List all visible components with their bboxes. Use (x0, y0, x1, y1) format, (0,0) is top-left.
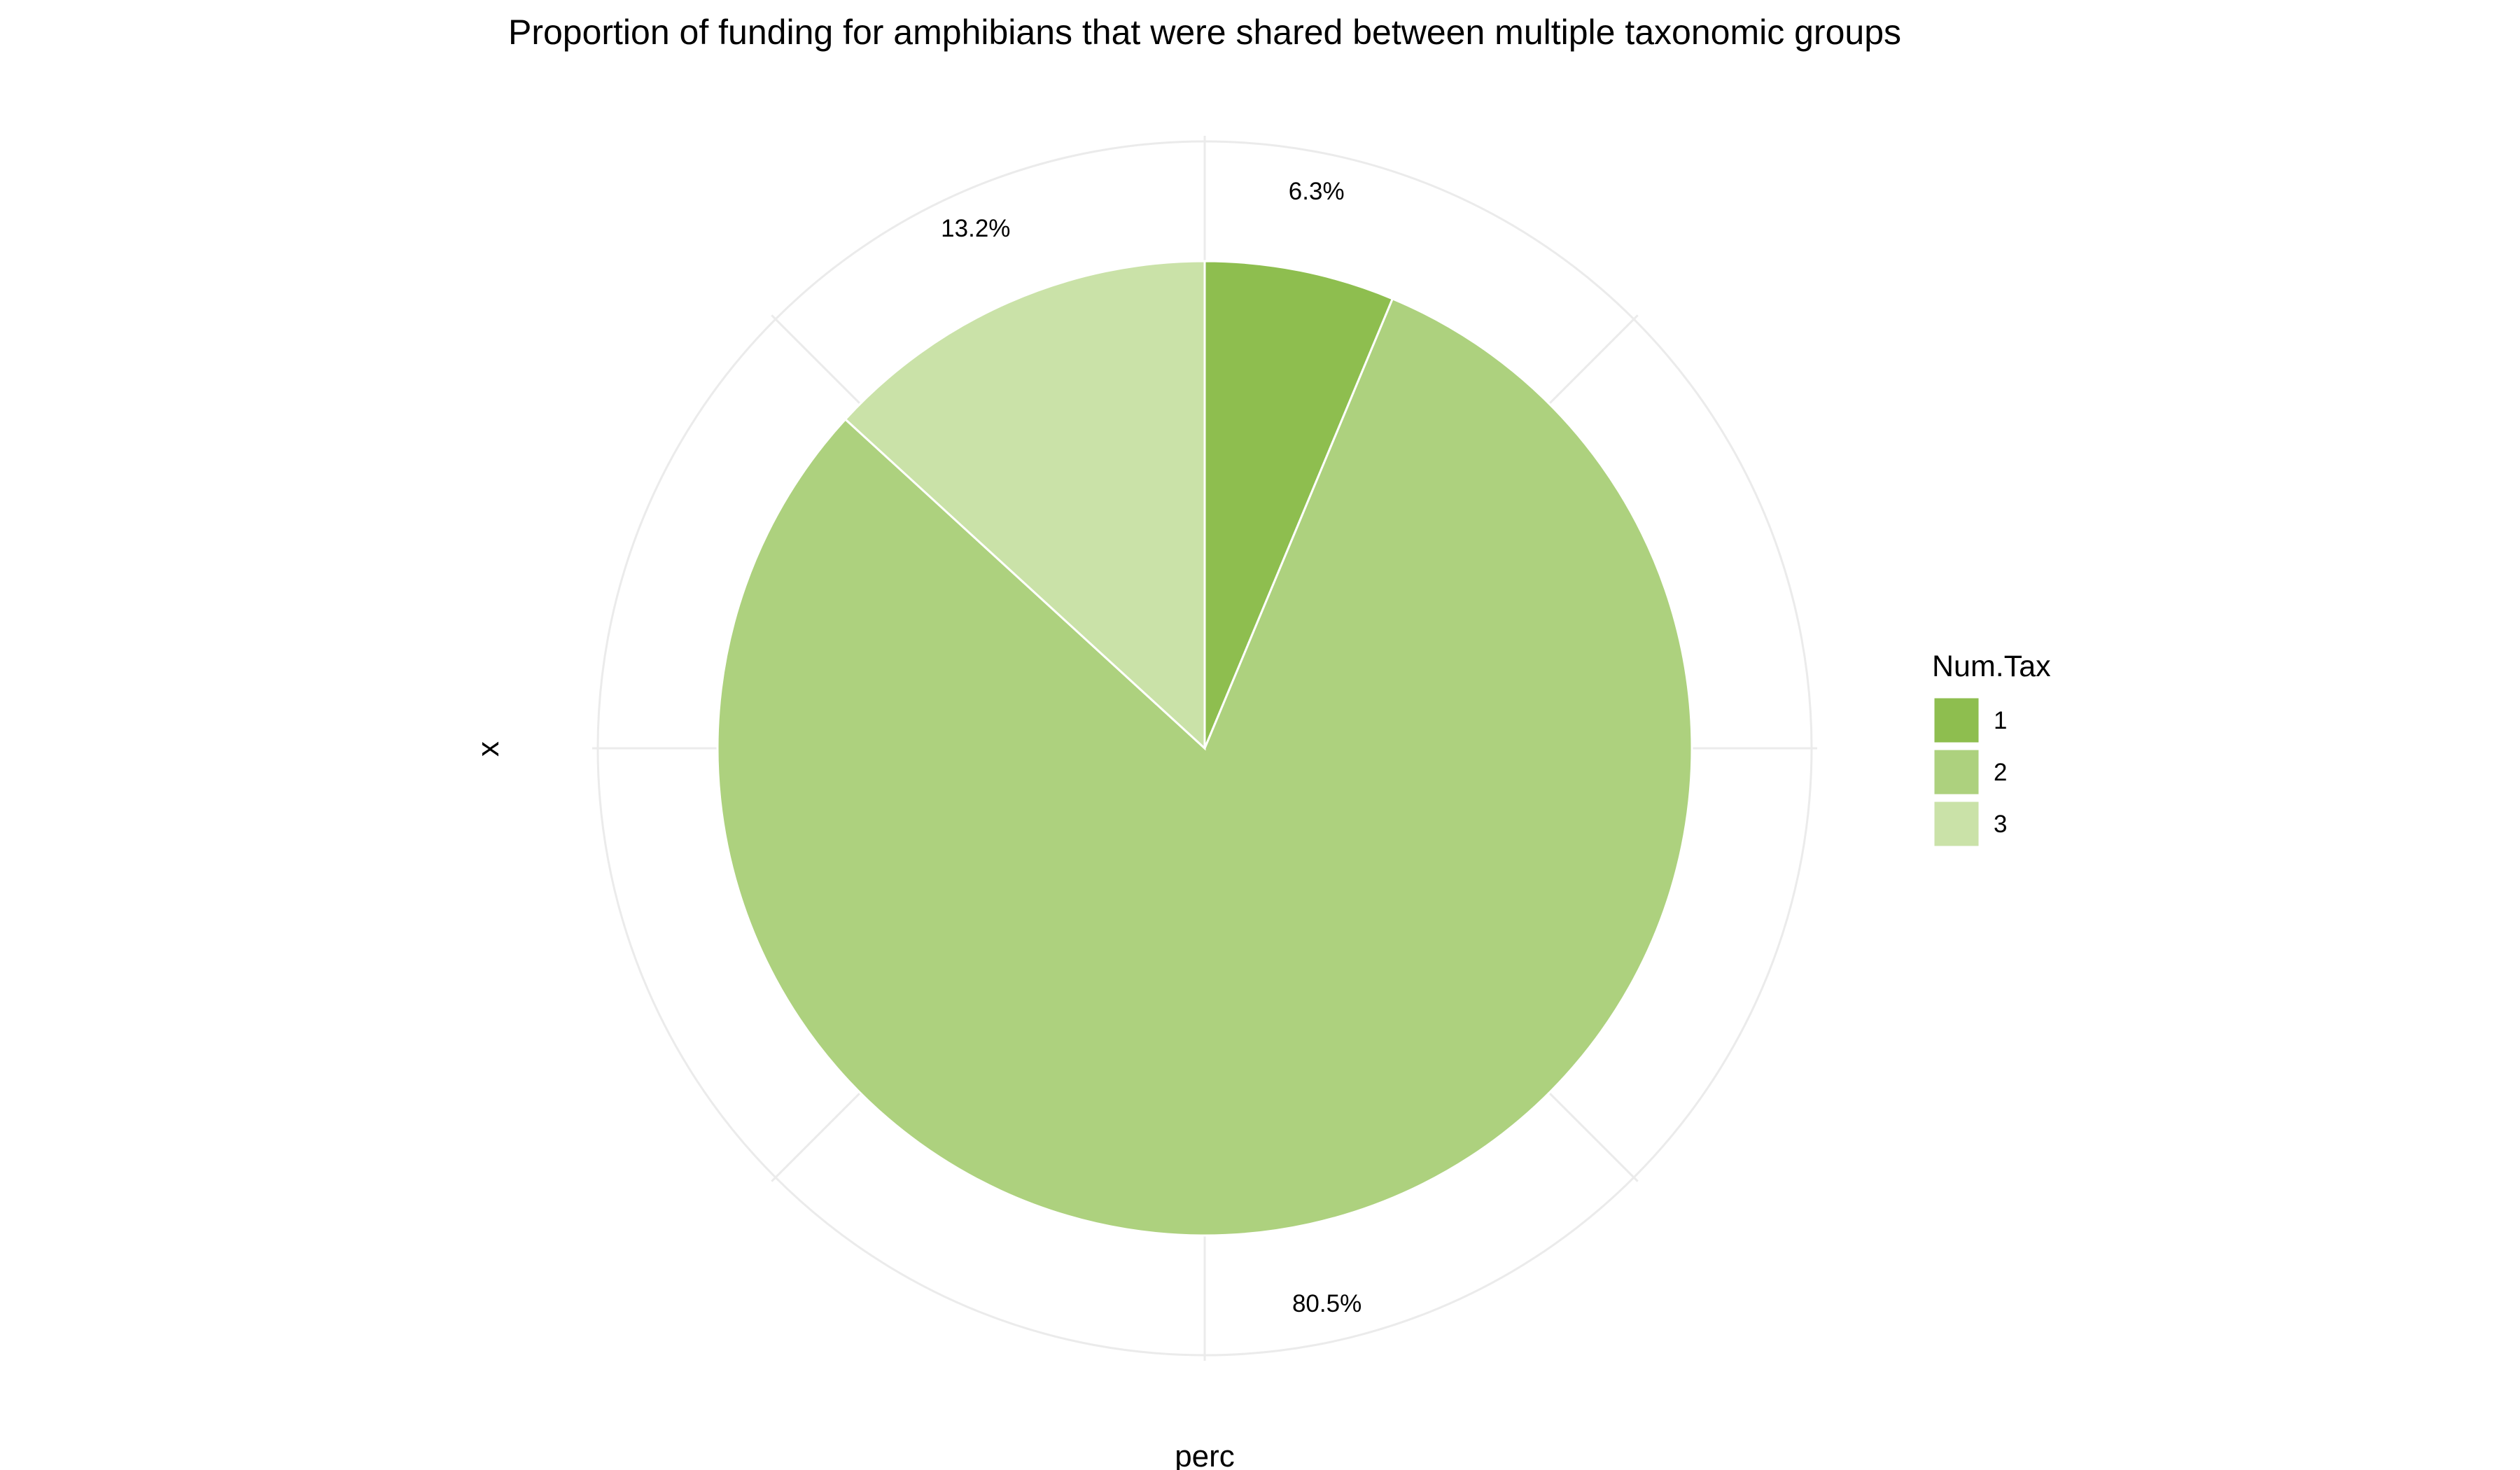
pie-slice-3 (844, 260, 1206, 751)
slice-label-1: 6.3% (1289, 178, 1345, 205)
pie-slice-2 (716, 297, 1693, 1237)
legend: Num.Tax 1 2 3 (1932, 650, 2051, 848)
legend-label-3: 3 (1994, 811, 2007, 838)
x-axis-title: perc (1175, 1439, 1235, 1470)
y-axis-title: x (471, 741, 505, 757)
chart-title: Proportion of funding for amphibians tha… (508, 13, 1901, 52)
slice-label-3: 13.2% (941, 215, 1010, 242)
legend-key-2 (1932, 748, 1981, 797)
slice-label-2: 80.5% (1292, 1290, 1362, 1317)
legend-label-1: 1 (1994, 707, 2007, 734)
pie-slices (716, 260, 1693, 1237)
legend-label-2: 2 (1994, 759, 2007, 786)
legend-key-1 (1932, 696, 1981, 745)
slice-labels: 6.3% 80.5% 13.2% (941, 178, 1362, 1317)
legend-title: Num.Tax (1932, 650, 2051, 683)
legend-key-3 (1932, 799, 1981, 848)
legend-items: 1 2 3 (1932, 696, 2007, 848)
pie-slice-1 (1203, 260, 1394, 749)
